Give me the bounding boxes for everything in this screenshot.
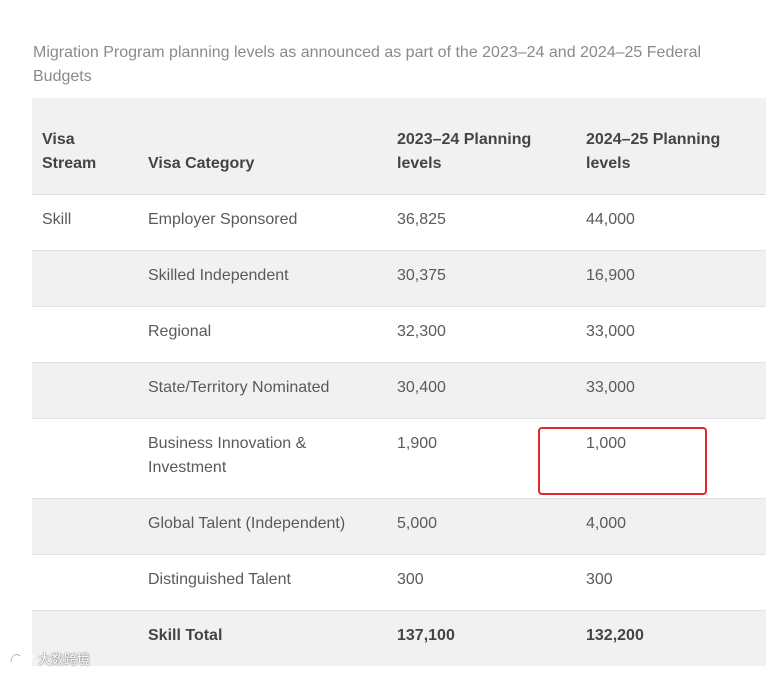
cell-visa-category: Global Talent (Independent) [138, 498, 387, 555]
cell-visa-stream [32, 362, 138, 419]
table-row: Distinguished Talent 300 300 [32, 554, 766, 611]
watermark-text: 大数跨境 [38, 651, 91, 667]
table-header-row: Visa Stream Visa Category 2023–24 Planni… [32, 98, 766, 195]
cell-visa-category: State/Territory Nominated [138, 362, 387, 419]
cell-visa-stream [32, 250, 138, 307]
cell-visa-category: Regional [138, 306, 387, 363]
cell-2024-25-value: 1,000 [576, 418, 766, 499]
cell-visa-stream [32, 498, 138, 555]
cell-2023-24-value: 137,100 [387, 610, 576, 666]
watermark-logo-icon [9, 652, 34, 664]
watermark: 大数跨境 [8, 647, 90, 669]
cell-2023-24-value: 300 [387, 554, 576, 611]
cell-2023-24-value: 30,375 [387, 250, 576, 307]
header-2024-25-planning-levels: 2024–25 Planning levels [576, 98, 766, 195]
cell-visa-stream [32, 610, 138, 666]
table-row: Skill Employer Sponsored 36,825 44,000 [32, 194, 766, 251]
cell-2024-25-value: 33,000 [576, 362, 766, 419]
cell-visa-category: Skilled Independent [138, 250, 387, 307]
cell-2024-25-value: 16,900 [576, 250, 766, 307]
table-row: Skilled Independent 30,375 16,900 [32, 250, 766, 307]
header-2023-24-planning-levels: 2023–24 Planning levels [387, 98, 576, 195]
cell-2024-25-value: 33,000 [576, 306, 766, 363]
header-visa-stream: Visa Stream [32, 98, 138, 195]
table-total-row: Skill Total 137,100 132,200 [32, 610, 766, 666]
cell-visa-stream: Skill [32, 194, 138, 251]
cell-visa-stream [32, 306, 138, 363]
header-visa-category: Visa Category [138, 98, 387, 195]
table-row: Business Innovation & Investment 1,900 1… [32, 418, 766, 499]
cell-2024-25-value: 132,200 [576, 610, 766, 666]
cell-visa-category: Employer Sponsored [138, 194, 387, 251]
table-caption: Migration Program planning levels as ann… [33, 44, 702, 85]
cell-2023-24-value: 1,900 [387, 418, 576, 499]
cell-visa-stream [32, 554, 138, 611]
cell-visa-category: Skill Total [138, 610, 387, 666]
cell-2023-24-value: 32,300 [387, 306, 576, 363]
cell-2023-24-value: 5,000 [387, 498, 576, 555]
planning-levels-table: Visa Stream Visa Category 2023–24 Planni… [32, 98, 766, 666]
cell-visa-category: Business Innovation & Investment [138, 418, 387, 499]
cell-2024-25-value: 300 [576, 554, 766, 611]
table-row: Regional 32,300 33,000 [32, 306, 766, 363]
cell-2024-25-value: 4,000 [576, 498, 766, 555]
cell-visa-stream [32, 418, 138, 499]
cell-visa-category: Distinguished Talent [138, 554, 387, 611]
table-row: State/Territory Nominated 30,400 33,000 [32, 362, 766, 419]
cell-2023-24-value: 36,825 [387, 194, 576, 251]
table-row: Global Talent (Independent) 5,000 4,000 [32, 498, 766, 555]
cell-2024-25-value: 44,000 [576, 194, 766, 251]
cell-2023-24-value: 30,400 [387, 362, 576, 419]
